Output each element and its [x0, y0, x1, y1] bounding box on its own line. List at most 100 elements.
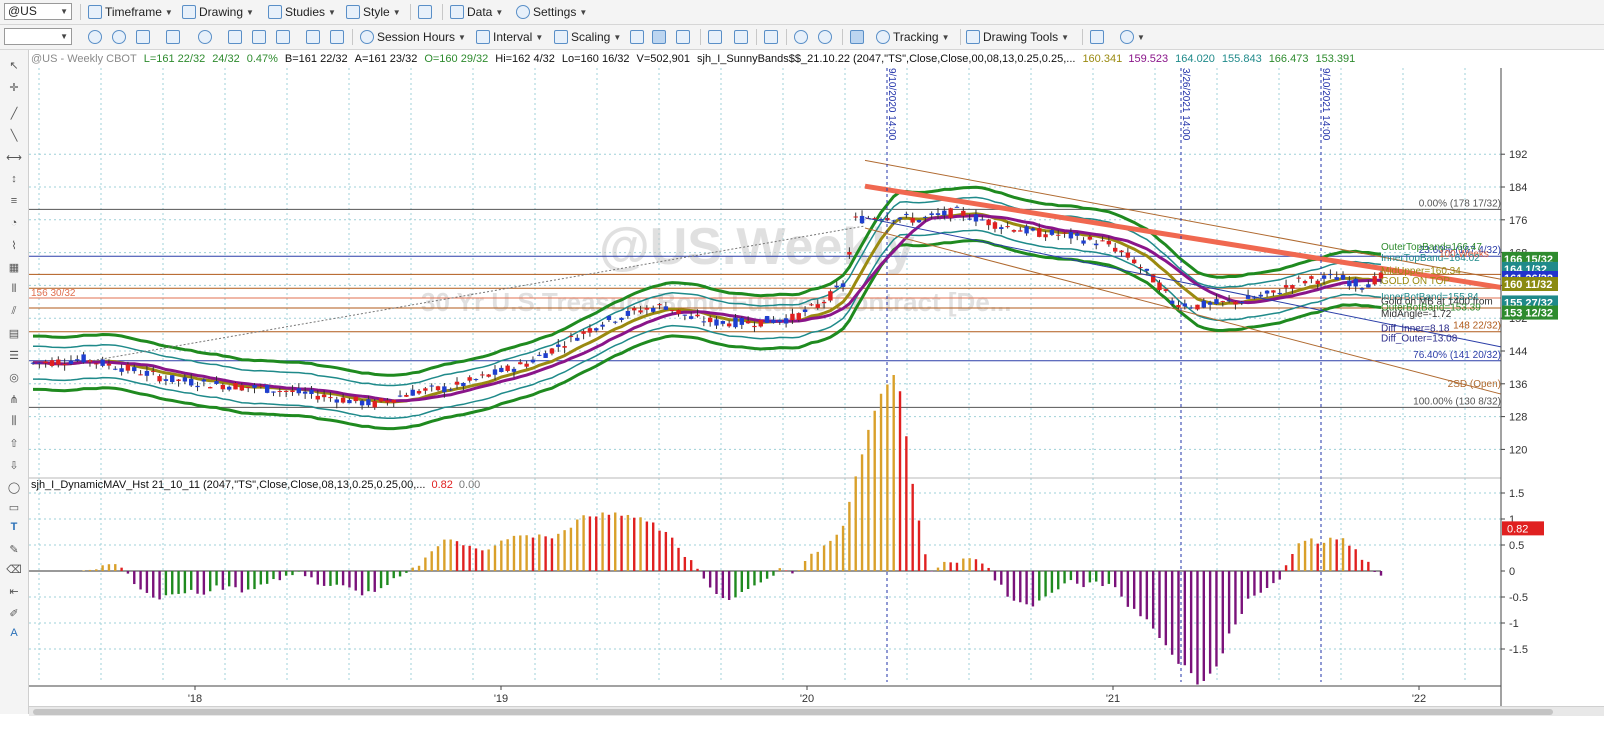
- fib-level-label: 23.60% (167 4/32): [1419, 245, 1501, 256]
- cycle-tool[interactable]: ◎: [7, 370, 21, 384]
- candle-body: [505, 365, 510, 371]
- regression-tool[interactable]: ⫼: [7, 414, 21, 428]
- crosshair-tool[interactable]: ✛: [7, 80, 21, 94]
- bars-icon: ⦀: [11, 282, 17, 295]
- header-field: 0.47%: [247, 53, 278, 65]
- network-button[interactable]: [276, 28, 290, 46]
- bar-style-button[interactable]: [630, 28, 644, 46]
- timeframe-menu[interactable]: Timeframe ▼: [88, 3, 173, 21]
- layout-button[interactable]: [418, 3, 432, 21]
- format-button[interactable]: [306, 28, 320, 46]
- arrow-down-icon: ⇩: [9, 459, 19, 472]
- trendline-tool[interactable]: ╱: [7, 106, 21, 120]
- ray-tool[interactable]: ╲: [7, 128, 21, 142]
- horizontal-scrollbar[interactable]: [29, 706, 1604, 717]
- ohlc-button[interactable]: [708, 28, 722, 46]
- horizontal-line-icon: ⟷: [6, 151, 22, 164]
- candle-style-button[interactable]: [652, 28, 666, 46]
- interval-combo[interactable]: ▼: [4, 28, 72, 45]
- candle-body: [1062, 232, 1067, 234]
- interval-menu[interactable]: Interval ▼: [476, 28, 543, 46]
- style-icon: [346, 5, 360, 19]
- symbol-combo[interactable]: @US ▼: [4, 3, 72, 20]
- toolbar-separator: [410, 4, 411, 20]
- candle-body: [904, 213, 909, 216]
- candlestick-icon: [652, 30, 666, 44]
- rectangle-tool[interactable]: ▭: [7, 500, 21, 514]
- line-style-button[interactable]: [734, 28, 748, 46]
- pointer-tool[interactable]: ↖: [7, 58, 21, 72]
- speed-lines-tool[interactable]: ⫽: [7, 304, 21, 318]
- levels-tool[interactable]: ☰: [7, 348, 21, 362]
- properties-button[interactable]: [330, 28, 344, 46]
- drawing-tools-menu[interactable]: Drawing Tools ▼: [966, 28, 1069, 46]
- clock-icon: [198, 30, 212, 44]
- candle-body: [1087, 236, 1093, 240]
- zoom-search-button[interactable]: [166, 28, 180, 46]
- clock-button[interactable]: [198, 28, 212, 46]
- scaling-menu[interactable]: Scaling ▼: [554, 28, 621, 46]
- layout2-button[interactable]: [764, 28, 778, 46]
- tracking-menu[interactable]: Tracking ▼: [876, 28, 950, 46]
- gann-tool[interactable]: ▦: [7, 260, 21, 274]
- eraser-tool[interactable]: ⌫: [6, 562, 22, 576]
- candle-body: [594, 328, 599, 331]
- refresh-button[interactable]: [88, 28, 102, 46]
- fib-tool[interactable]: ⌇: [7, 238, 21, 252]
- candle-body: [1094, 243, 1099, 246]
- highlight-tool[interactable]: ✐: [7, 606, 21, 620]
- analytics-menu[interactable]: ▼: [1120, 28, 1145, 46]
- channel-tool[interactable]: ≡: [7, 194, 21, 208]
- studies-label: Studies: [285, 5, 326, 19]
- candle-body: [252, 385, 257, 388]
- session-hours-menu[interactable]: Session Hours ▼: [360, 28, 466, 46]
- header-field: Hi=162 4/32: [495, 53, 555, 65]
- candle-body: [416, 390, 422, 394]
- text-tool[interactable]: T: [7, 520, 21, 534]
- arrow-up-tool[interactable]: ⇧: [7, 436, 21, 450]
- candle-body: [802, 309, 808, 313]
- reload-button[interactable]: [112, 28, 126, 46]
- add-chart-button[interactable]: [1090, 28, 1104, 46]
- snap-tool[interactable]: ⇤: [7, 584, 21, 598]
- candle-body: [733, 317, 738, 328]
- bars-tool[interactable]: ⦀: [7, 282, 21, 296]
- drawing-menu[interactable]: Drawing ▼: [182, 3, 254, 21]
- andrews-tool[interactable]: ⋔: [7, 392, 21, 406]
- zoom-in-button[interactable]: [794, 28, 808, 46]
- subchart-value1: 0.82: [431, 479, 452, 491]
- studies-menu[interactable]: Studies ▼: [268, 3, 336, 21]
- arc-tool[interactable]: ◔: [7, 216, 21, 230]
- channel-label: 2SD (Open): [1448, 379, 1501, 390]
- candle-body: [499, 367, 504, 372]
- y-tick-label: 176: [1509, 215, 1527, 227]
- hollow-candle-button[interactable]: [676, 28, 690, 46]
- candle-body: [758, 320, 763, 327]
- zoom-out-button[interactable]: [818, 28, 832, 46]
- settings-menu[interactable]: Settings ▼: [516, 3, 587, 21]
- candle-body: [157, 376, 162, 382]
- x-tick-label: '20: [800, 693, 814, 705]
- price-chart[interactable]: @US.Weekly 30 Yr U.S.Treasury Bond Futur…: [29, 50, 1604, 714]
- scrollbar-thumb[interactable]: [33, 709, 1553, 715]
- style-menu[interactable]: Style ▼: [346, 3, 401, 21]
- header-field: O=160 29/32: [424, 53, 488, 65]
- vline-tool[interactable]: ↕: [7, 172, 21, 186]
- pen-tool[interactable]: ✎: [7, 542, 21, 556]
- indicator-button[interactable]: [228, 28, 242, 46]
- layout-icon: [418, 5, 432, 19]
- candle-body: [1366, 284, 1371, 288]
- hline-tool[interactable]: ⟷: [6, 150, 22, 164]
- table-button[interactable]: [136, 28, 150, 46]
- grid-button[interactable]: [850, 28, 864, 46]
- timeframe-icon: [88, 5, 102, 19]
- candle-body: [226, 386, 232, 390]
- chevron-down-icon: ▼: [328, 7, 336, 17]
- grid-tool[interactable]: ▤: [7, 326, 21, 340]
- ellipse-tool[interactable]: ◯: [7, 480, 21, 494]
- font-tool[interactable]: A: [7, 626, 21, 640]
- data-menu[interactable]: Data ▼: [450, 3, 503, 21]
- candle-body: [625, 310, 631, 316]
- arrow-down-tool[interactable]: ⇩: [7, 458, 21, 472]
- scanner-button[interactable]: [252, 28, 266, 46]
